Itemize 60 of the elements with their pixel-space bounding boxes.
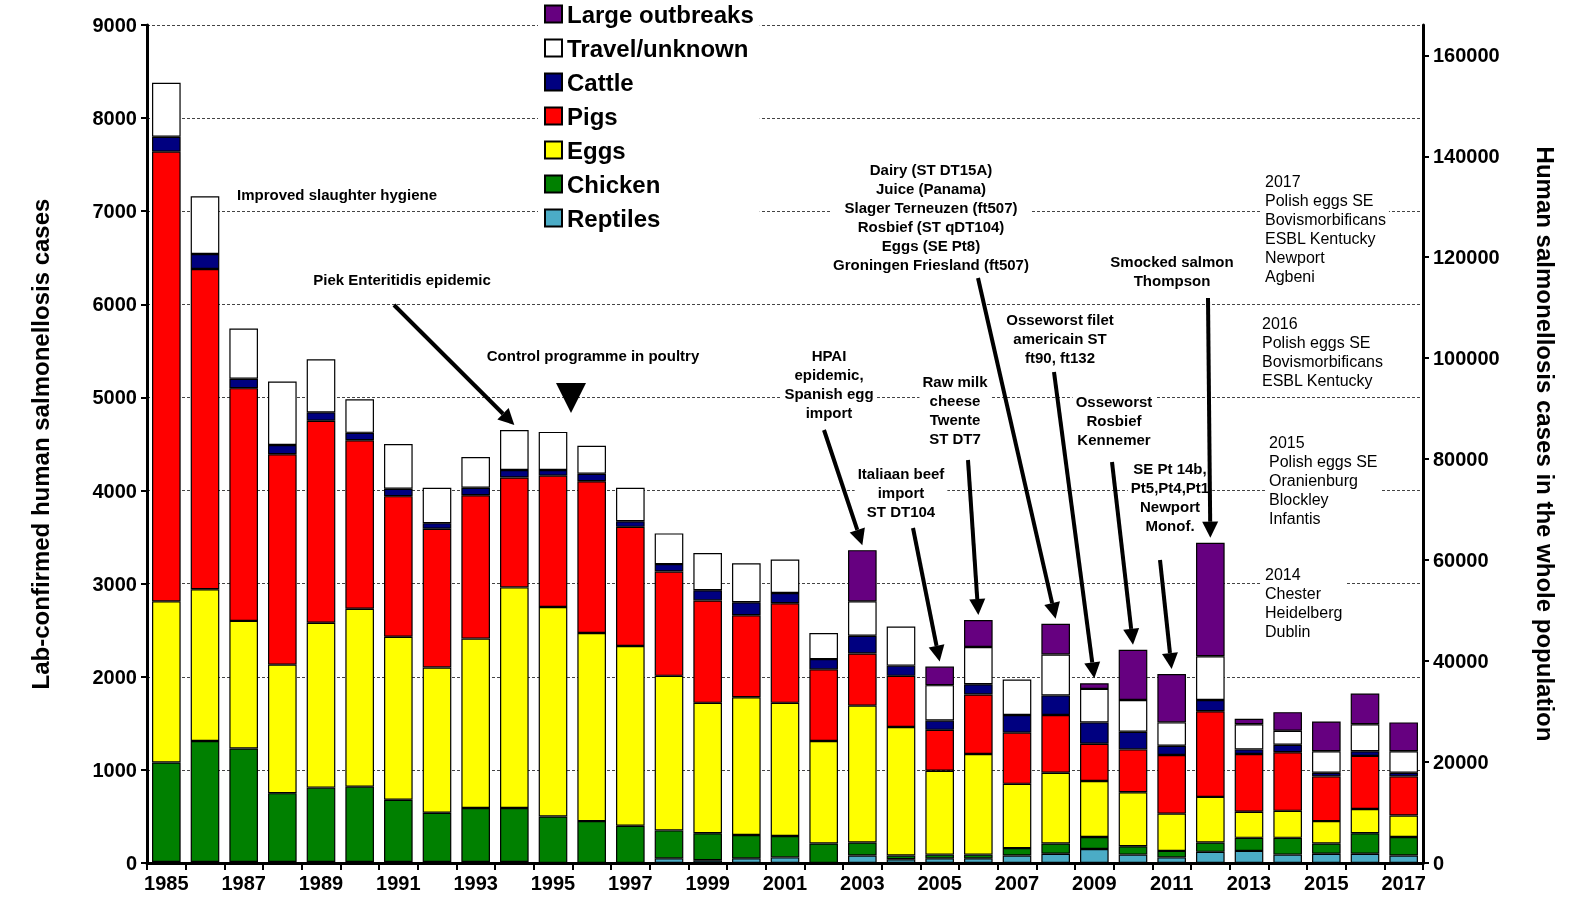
annotation: Raw milk cheese Twente ST DT7 — [922, 373, 989, 447]
legend-label: Pigs — [567, 102, 618, 130]
x-tick-label: 2011 — [1149, 872, 1194, 894]
x-tick-label: 1991 — [376, 872, 421, 894]
x-tick-label: 2015 — [1304, 872, 1349, 894]
legend-label: Cattle — [567, 68, 634, 96]
x-tick-label: 2017 — [1381, 872, 1426, 894]
y-tick-label: 1000 — [92, 758, 137, 781]
x-tick-label: 2009 — [1072, 872, 1117, 894]
x-tick-label: 2013 — [1226, 872, 1272, 894]
legend-label: Travel/unknown — [567, 34, 749, 62]
annotation: Osseworst filet americain ST ft90, ft132 — [1006, 310, 1114, 366]
annotation: Improved slaughter hygiene — [236, 185, 438, 203]
x-tick-label: 2007 — [994, 872, 1040, 894]
x-tick-label: 2003 — [840, 872, 885, 894]
x-tick-label: 1995 — [530, 872, 576, 894]
annotation: 2015 Polish eggs SE Oranienburg Blockley Infantis — [1269, 433, 1378, 527]
y2-tick-label: 20000 — [1433, 751, 1489, 774]
y-tick-label: 8000 — [92, 107, 137, 130]
y-tick-label: 6000 — [92, 293, 137, 316]
annotation: 2016 Polish eggs SE Bovismorbificans ESBL Kentucky — [1262, 315, 1383, 389]
y2-tick-label: 40000 — [1433, 650, 1489, 673]
annotation: HPAI epidemic, Spanish egg import — [784, 347, 874, 421]
annotation: Osseworst Rosbief Kennemer — [1075, 392, 1153, 448]
x-tick-label: 1997 — [608, 872, 653, 894]
y2-tick-label: 160000 — [1433, 44, 1500, 67]
annotation: 2017 Polish eggs SE Bovismorbificans ESBL Kentucky Newport Agbeni — [1265, 173, 1386, 285]
y2-axis-title: Human salmonellosis cases in the whole population — [1531, 146, 1559, 742]
y-axis-title: Lab-confirmed human salmonellosis cases — [26, 198, 54, 690]
x-tick-label: 1985 — [144, 872, 189, 894]
x-tick-label: 1989 — [298, 872, 344, 894]
annotation: Smocked salmon Thompson — [1110, 253, 1234, 289]
y-tick-label: 5000 — [92, 386, 137, 409]
y2-tick-label: 140000 — [1433, 145, 1500, 168]
y-tick-label: 2000 — [92, 665, 137, 688]
y-tick-label: 7000 — [92, 200, 137, 223]
annotation: Dairy (ST DT15A) Juice (Panama) Slager Terneuzen (ft507) Rosbief (ST qDT104) Eggs (SE Pt8) Groningen Friesland (ft507) — [833, 161, 1029, 273]
x-tick-label: 2001 — [762, 872, 808, 894]
annotation: 2014 Chester Heidelberg Dublin — [1265, 566, 1343, 640]
y-tick-label: 0 — [125, 852, 137, 874]
legend-label: Large outbreaks — [567, 0, 754, 28]
y-tick-label: 4000 — [92, 479, 137, 502]
annotation: Italiaan beef import ST DT104 — [857, 464, 946, 520]
legend-label: Chicken — [567, 170, 661, 198]
annotation: SE Pt 14b, Pt5,Pt4,Pt1 Newport Monof. — [1130, 460, 1210, 534]
y2-tick-label: 80000 — [1433, 448, 1489, 471]
annotation: Piek Enteritidis epidemic — [313, 270, 491, 288]
legend-label: Eggs — [567, 136, 626, 164]
y2-tick-label: 120000 — [1433, 246, 1500, 269]
y-tick-label: 9000 — [92, 14, 137, 36]
y2-tick-label: 0 — [1433, 852, 1445, 874]
y-tick-label: 3000 — [92, 572, 137, 595]
y2-tick-label: 100000 — [1433, 347, 1500, 370]
x-tick-label: 2005 — [917, 872, 962, 894]
annotation: Control programme in poultry — [486, 346, 700, 364]
y2-tick-label: 60000 — [1433, 549, 1489, 572]
x-tick-label: 1987 — [221, 872, 266, 894]
x-tick-label: 1993 — [453, 872, 498, 894]
legend-label: Reptiles — [567, 204, 661, 232]
x-tick-label: 1999 — [685, 872, 730, 894]
